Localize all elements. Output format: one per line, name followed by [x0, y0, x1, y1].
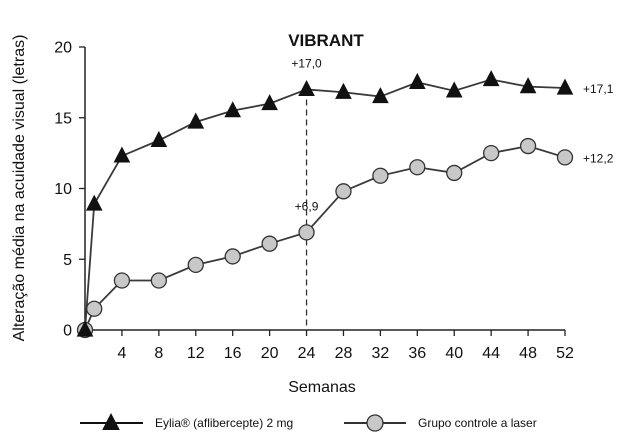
- circle-marker: [409, 159, 426, 176]
- x-axis-title: Semanas: [288, 379, 356, 396]
- x-tick-label: 44: [482, 345, 500, 362]
- x-tick-label: 12: [187, 345, 205, 362]
- series-group: [76, 70, 574, 339]
- circle-marker: [556, 149, 574, 166]
- legend-label-laser: Grupo controle a laser: [418, 416, 537, 430]
- x-tick-label: 24: [298, 345, 316, 362]
- triangle-marker: [76, 320, 94, 337]
- y-tick-label: 5: [63, 252, 72, 269]
- triangle-marker: [335, 82, 352, 99]
- chart-title: VIBRANT: [288, 31, 364, 50]
- circle-marker: [86, 300, 103, 317]
- circle-marker: [519, 137, 537, 155]
- y-tick-label: 15: [54, 110, 72, 127]
- triangle-marker: [372, 87, 389, 104]
- x-tick-label: 20: [261, 345, 279, 362]
- triangle-marker: [408, 72, 426, 89]
- circle-marker: [298, 224, 315, 241]
- triangle-marker: [85, 194, 103, 211]
- triangle-marker: [519, 77, 537, 94]
- legend: Eylia® (aflibercepte) 2 mg Grupo controle…: [80, 412, 537, 432]
- x-tick-label: 48: [519, 345, 537, 362]
- circle-marker: [446, 164, 463, 182]
- x-tick-label: 32: [371, 345, 389, 362]
- circle-marker: [113, 272, 131, 289]
- triangle-marker: [113, 146, 131, 163]
- series-line-laser: [84, 145, 566, 331]
- x-tick-label: 52: [556, 345, 574, 362]
- circle-marker: [483, 144, 500, 162]
- y-tick-label: 0: [63, 323, 72, 340]
- triangle-marker: [224, 101, 242, 118]
- legend-label-eylia: Eylia® (aflibercepte) 2 mg: [155, 416, 293, 430]
- circle-marker: [150, 272, 167, 289]
- data-annotation: +6,9: [295, 199, 319, 213]
- legend-circle-marker: [366, 414, 384, 432]
- y-axis-title: Alteração média na acuidade visual (letr…: [11, 35, 28, 342]
- triangle-marker: [187, 112, 205, 129]
- y-tick-label: 10: [54, 181, 72, 198]
- data-annotation: +17,0: [291, 56, 322, 70]
- x-tick-label: 36: [408, 345, 426, 362]
- x-tick-label: 4: [117, 345, 126, 362]
- data-annotation: +12,2: [583, 151, 614, 165]
- triangle-marker: [298, 79, 315, 97]
- triangle-marker: [445, 81, 463, 98]
- data-annotation: +17,1: [583, 82, 614, 96]
- circle-marker: [187, 256, 204, 274]
- triangle-marker: [482, 70, 500, 87]
- circle-marker: [261, 235, 278, 252]
- circle-marker: [335, 183, 352, 200]
- circle-marker: [224, 248, 241, 265]
- y-tick-label: 20: [54, 40, 72, 57]
- x-tick-label: 16: [224, 345, 242, 362]
- series-line-eylia: [84, 78, 566, 331]
- triangle-marker: [556, 78, 574, 95]
- circle-marker: [372, 167, 389, 184]
- triangle-marker: [261, 94, 278, 111]
- x-tick-label: 28: [335, 345, 353, 362]
- x-tick-label: 40: [445, 345, 463, 362]
- x-tick-label: 8: [154, 345, 163, 362]
- legend-triangle-marker: [102, 412, 120, 430]
- triangle-marker: [150, 130, 168, 147]
- annotations-group: +17,0 +6,9 +17,1 +12,2: [291, 56, 613, 213]
